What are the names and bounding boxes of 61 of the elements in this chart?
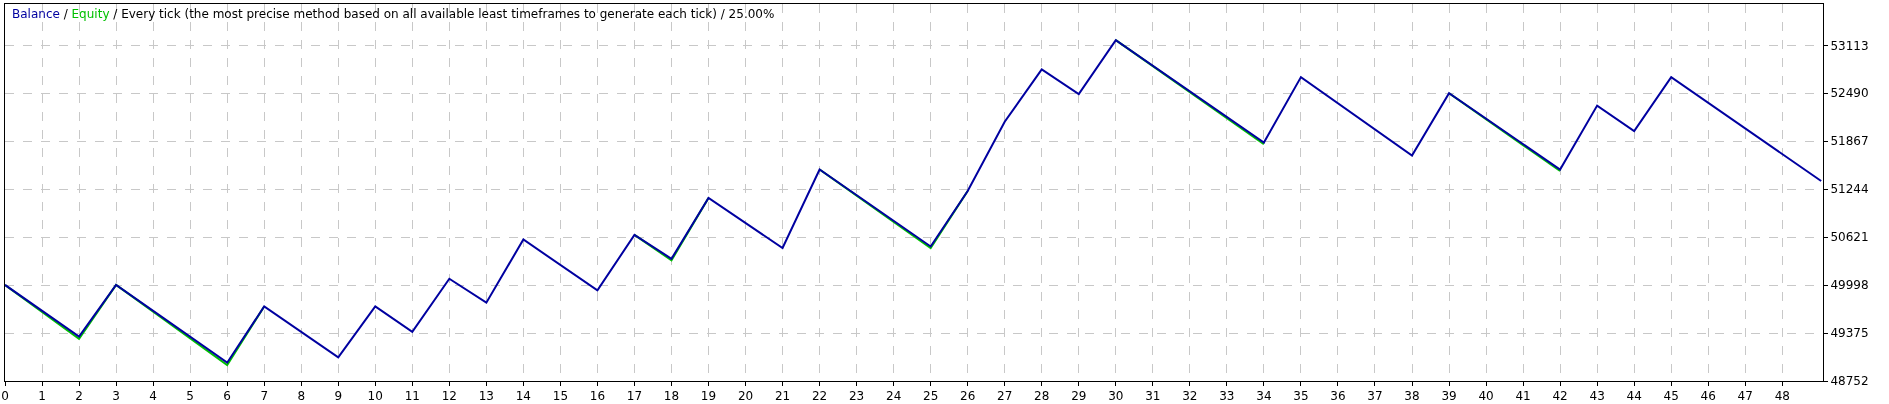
x-tick-label: 28	[1034, 389, 1050, 404]
x-tick-label: 4	[149, 389, 157, 404]
x-tick-label: 47	[1737, 389, 1753, 404]
x-tick-label: 34	[1256, 389, 1272, 404]
x-tick-label: 0	[1, 389, 9, 404]
x-tick-label: 1	[38, 389, 46, 404]
x-tick-label: 36	[1330, 389, 1346, 404]
x-tick-label: 39	[1441, 389, 1457, 404]
x-tick-label: 22	[811, 389, 828, 404]
x-tick-label: 10	[367, 389, 383, 404]
x-tick-label: 41	[1515, 389, 1531, 404]
x-tick-label: 8	[297, 389, 306, 404]
x-tick-label: 12	[441, 389, 457, 404]
y-tick-label: 49998	[1830, 278, 1869, 293]
x-tick-label: 25	[923, 389, 939, 404]
text: Equity	[71, 7, 110, 21]
x-tick-label: 5	[186, 389, 194, 404]
x-tick-label: 32	[1182, 389, 1198, 404]
x-tick-label: 19	[700, 389, 717, 404]
x-tick-label: 27	[997, 389, 1013, 404]
x-tick-label: 6	[223, 389, 231, 404]
y-tick-label: 49375	[1830, 326, 1869, 341]
x-tick-label: 43	[1589, 389, 1605, 404]
x-tick-label: 29	[1071, 389, 1087, 404]
x-tick-label: 42	[1552, 389, 1568, 404]
x-tick-label: 21	[774, 389, 791, 404]
y-tick-label: 52490	[1830, 86, 1869, 101]
x-tick-label: 30	[1108, 389, 1124, 404]
x-tick-label: 23	[848, 389, 865, 404]
x-tick-label: 13	[478, 389, 494, 404]
x-tick-label: 40	[1478, 389, 1494, 404]
x-tick-label: 17	[626, 389, 643, 404]
annotation: /	[63, 7, 68, 21]
x-tick-label: 11	[404, 389, 420, 404]
x-tick-label: 44	[1626, 389, 1642, 404]
x-tick-label: 26	[960, 389, 976, 404]
y-tick-label: 53113	[1830, 38, 1869, 53]
x-tick-label: 7	[260, 389, 269, 404]
y-tick-label: 50621	[1830, 230, 1869, 245]
x-tick-label: 48	[1774, 389, 1790, 404]
x-tick-label: 9	[334, 389, 343, 404]
x-tick-label: 20	[737, 389, 754, 404]
x-tick-label: 24	[886, 389, 902, 404]
x-tick-label: 31	[1145, 389, 1161, 404]
x-tick-label: 38	[1404, 389, 1420, 404]
y-tick-label: 51244	[1830, 182, 1869, 197]
x-tick-label: 18	[663, 389, 680, 404]
x-tick-label: 3	[112, 389, 120, 404]
x-tick-label: 37	[1367, 389, 1383, 404]
x-tick-label: 15	[552, 389, 569, 404]
x-tick-label: 35	[1293, 389, 1309, 404]
x-tick-label: 14	[515, 389, 532, 404]
x-tick-label: 45	[1663, 389, 1679, 404]
x-tick-label: 46	[1700, 389, 1716, 404]
y-tick-label: 51867	[1830, 134, 1869, 149]
x-tick-label: 33	[1219, 389, 1235, 404]
chart-title: / Every tick (the most precise method based on all available least timeframes to generate each tick) / 25.00%	[113, 7, 775, 21]
text: Balance	[12, 7, 60, 21]
x-tick-label: 2	[75, 389, 83, 404]
y-tick-label: 48752	[1830, 374, 1869, 389]
x-tick-label: 16	[589, 389, 606, 404]
